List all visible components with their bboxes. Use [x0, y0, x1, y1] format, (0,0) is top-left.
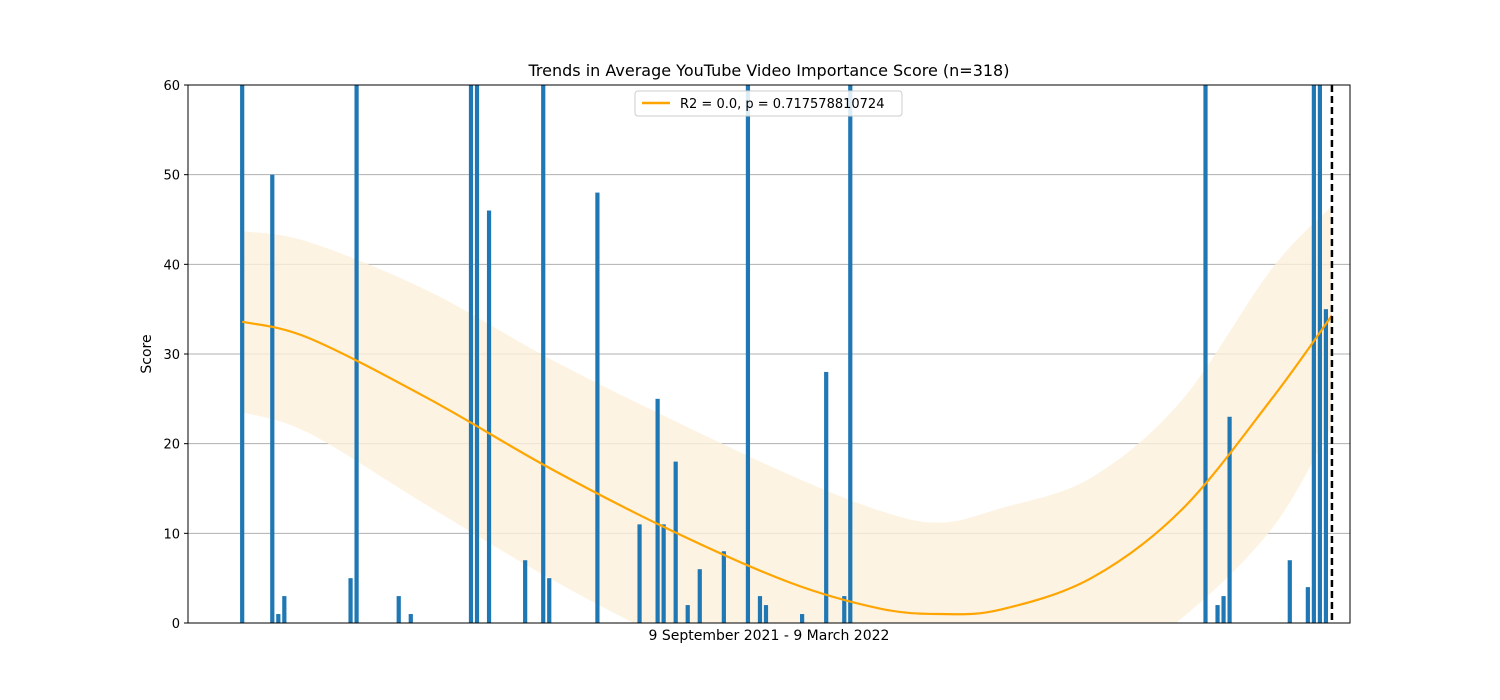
bar — [824, 371, 829, 623]
bar — [541, 85, 546, 623]
bar — [685, 605, 690, 623]
legend: R2 = 0.0, p = 0.717578810724 — [634, 90, 903, 117]
bar — [1317, 85, 1322, 623]
bar — [1227, 416, 1232, 623]
bar — [240, 85, 245, 623]
bar — [655, 398, 660, 623]
bar — [721, 551, 726, 623]
bar — [270, 174, 275, 623]
bar — [595, 192, 600, 623]
bar — [276, 614, 281, 623]
x-axis-label: 9 September 2021 - 9 March 2022 — [649, 628, 890, 644]
bar — [763, 605, 769, 623]
trend-line-group — [241, 314, 1333, 616]
legend-box — [634, 90, 903, 117]
bar — [848, 85, 853, 623]
bar — [1311, 85, 1316, 623]
y-axis: 0 10 20 30 40 50 60 — [163, 79, 188, 632]
chart-title: Trends in Average YouTube Video Importan… — [528, 61, 1010, 80]
bar — [1323, 309, 1329, 623]
bar — [486, 210, 492, 623]
bar — [474, 85, 480, 623]
bar — [468, 85, 474, 623]
bar — [523, 560, 528, 623]
y-tick-label: 40 — [163, 258, 180, 273]
bar — [1203, 85, 1208, 623]
bar — [673, 461, 678, 623]
y-axis-label: Score — [139, 334, 155, 373]
y-tick-label: 10 — [163, 527, 180, 542]
bar — [396, 596, 401, 623]
y-tick-label: 30 — [163, 348, 180, 363]
trend-line — [241, 314, 1333, 616]
bars — [240, 85, 1329, 623]
bar — [348, 578, 353, 623]
y-tick-label: 50 — [163, 169, 180, 184]
bar — [547, 578, 552, 623]
bar — [1287, 560, 1292, 623]
y-tick-label: 60 — [163, 79, 180, 94]
bar — [745, 85, 751, 623]
bar — [1215, 605, 1220, 623]
bar — [637, 524, 642, 623]
bar — [282, 596, 287, 623]
bar — [757, 596, 763, 623]
bar — [354, 85, 359, 623]
bar — [800, 614, 805, 623]
y-tick-label: 20 — [163, 438, 180, 453]
confidence-band — [242, 206, 1332, 623]
bar — [697, 569, 702, 623]
legend-label: R2 = 0.0, p = 0.717578810724 — [680, 97, 884, 112]
confidence-band-area — [242, 206, 1332, 623]
bar — [661, 524, 666, 623]
y-tick-label: 0 — [172, 617, 180, 632]
bar — [1305, 587, 1310, 623]
bar — [1221, 596, 1226, 623]
bar — [408, 614, 413, 623]
bar — [842, 596, 847, 623]
